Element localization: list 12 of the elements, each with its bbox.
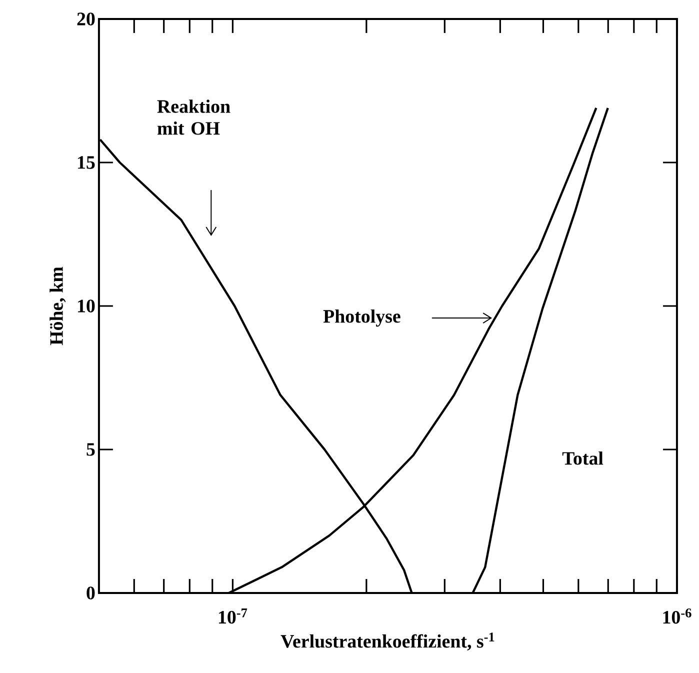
annotation: Reaktion mit OH	[157, 100, 230, 135]
x-axis-title: Verlustratenkoeffizient, s$^{-1}$	[280, 632, 494, 650]
y-tick-label: 20	[77, 12, 95, 26]
y-axis-title: Höhe, km	[50, 266, 66, 346]
annotation: Photolyse	[323, 309, 400, 327]
y-tick-label: 5	[86, 443, 95, 456]
x-tick-label: 10$^{-6}$	[663, 608, 692, 624]
y-tick-label: 0	[86, 586, 95, 600]
annotation: Total	[562, 451, 604, 465]
x-tick-label: 10$^{-7}$	[218, 608, 248, 624]
y-tick-label: 10	[78, 300, 95, 312]
y-tick-label: 15	[78, 156, 95, 169]
